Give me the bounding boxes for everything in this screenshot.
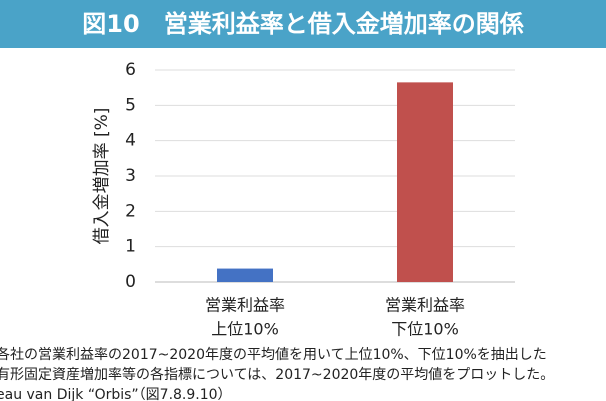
y-tick-label: 3 — [125, 166, 136, 186]
x-tick-label: 営業利益率 — [385, 296, 465, 315]
x-tick-label: 下位10% — [391, 320, 459, 339]
y-tick-label: 5 — [125, 95, 136, 115]
header-band — [0, 0, 606, 48]
chart-title: 図10 営業利益率と借入金増加率の関係 — [82, 10, 524, 38]
y-tick-label: 0 — [125, 272, 136, 292]
y-tick-label: 2 — [125, 201, 136, 221]
footnote: 各社の営業利益率の2017~2020年度の平均値を用いて上位10%、下位10%を… — [0, 347, 547, 363]
y-tick-label: 6 — [125, 60, 136, 80]
x-tick-label: 上位10% — [211, 320, 279, 339]
bar — [217, 268, 273, 282]
y-tick-label: 1 — [125, 237, 136, 257]
bar — [397, 82, 453, 282]
footnote: eau van Dijk “Orbis”（図7.8.9.10） — [0, 387, 232, 401]
footnote: 有形固定資産増加率等の各指標については、2017~2020年度の平均値をプロット… — [0, 366, 554, 383]
y-tick-label: 4 — [125, 131, 136, 151]
x-tick-label: 営業利益率 — [205, 296, 285, 315]
y-axis-label: 借入金増加率 [%] — [92, 108, 112, 245]
